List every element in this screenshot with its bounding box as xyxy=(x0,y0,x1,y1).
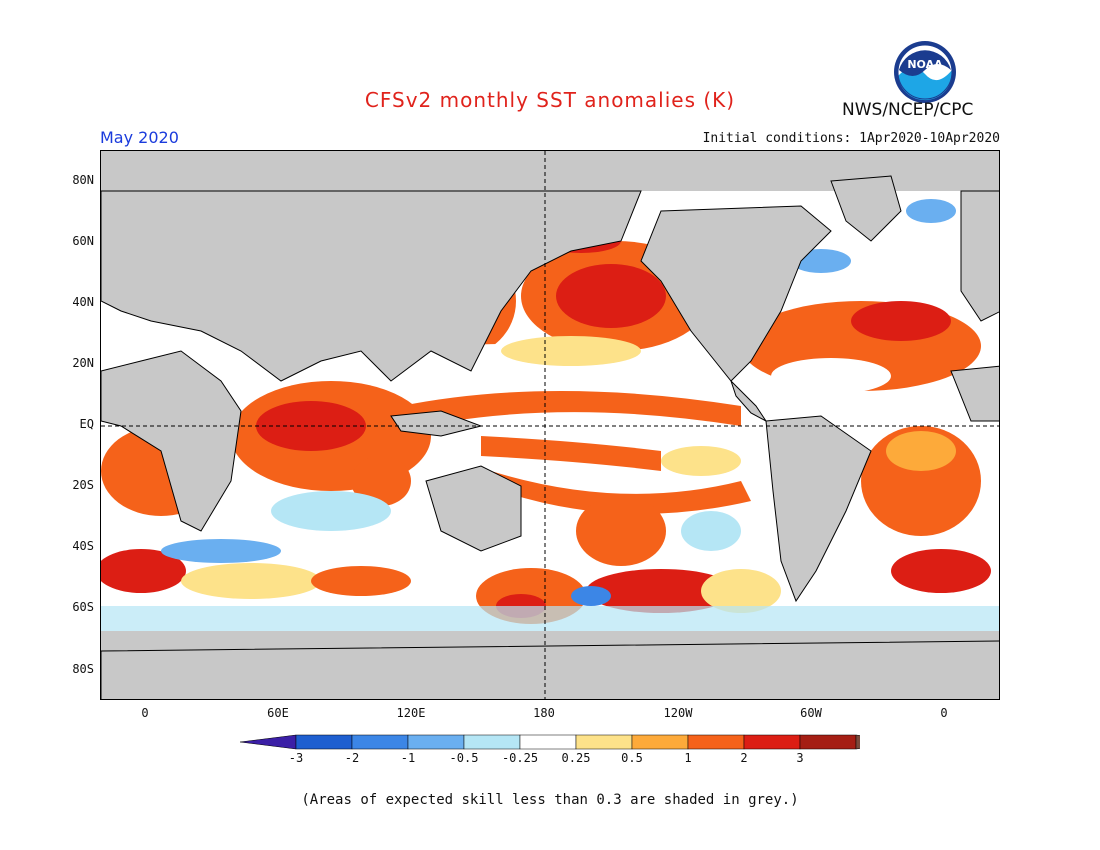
colorbar-label: -1 xyxy=(400,751,416,765)
noaa-logo: NOAA xyxy=(894,41,956,103)
land-masses xyxy=(101,175,999,699)
map-canvas xyxy=(101,151,999,699)
lat-label: EQ xyxy=(79,417,94,431)
colorbar-bin xyxy=(519,734,577,750)
central-america xyxy=(730,380,767,422)
lat-label: 80N xyxy=(72,173,94,187)
initial-conditions: Initial conditions: 1Apr2020-10Apr2020 xyxy=(702,131,1000,146)
lon-label: 0 xyxy=(940,706,948,720)
europe-west xyxy=(960,190,999,322)
colorbar-label: -0.25 xyxy=(501,751,539,765)
lon-label: 0 xyxy=(141,706,149,720)
lat-label: 60N xyxy=(72,234,94,248)
colorbar-bin xyxy=(687,734,745,750)
south-america xyxy=(765,415,872,603)
colorbar-label: 1 xyxy=(684,751,692,765)
north-america xyxy=(640,205,832,382)
lon-label: 120E xyxy=(396,706,426,720)
map-title: CFSv2 monthly SST anomalies (K) xyxy=(364,88,736,112)
australia xyxy=(425,465,522,552)
sst-anomaly-map xyxy=(100,150,1000,700)
colorbar-bin xyxy=(351,734,409,750)
lon-label: 180 xyxy=(533,706,555,720)
colorbar-bin xyxy=(799,734,857,750)
lat-label: 40N xyxy=(72,295,94,309)
skill-footnote: (Areas of expected skill less than 0.3 a… xyxy=(301,792,799,808)
lat-label: 20S xyxy=(72,478,94,492)
africa xyxy=(101,350,242,532)
greenland xyxy=(830,175,902,242)
eurasia xyxy=(101,190,642,382)
colorbar-bin xyxy=(743,734,801,750)
lon-label: 60E xyxy=(267,706,289,720)
colorbar-label: -2 xyxy=(344,751,360,765)
noaa-logo-text: NOAA xyxy=(907,58,943,71)
antarctica xyxy=(101,640,999,699)
lon-label: 120W xyxy=(663,706,693,720)
colorbar xyxy=(240,734,860,750)
lon-label: 60W xyxy=(800,706,822,720)
colorbar-bin xyxy=(575,734,633,750)
indonesia xyxy=(390,410,483,437)
colorbar-arrow-high xyxy=(855,734,860,750)
colorbar-label: 0.5 xyxy=(621,751,643,765)
forecast-month: May 2020 xyxy=(100,128,179,147)
colorbar-label: 3 xyxy=(796,751,804,765)
colorbar-label: 0.25 xyxy=(561,751,591,765)
colorbar-bin xyxy=(463,734,521,750)
colorbar-bin xyxy=(295,734,353,750)
colorbar-label: 2 xyxy=(740,751,748,765)
lat-label: 20N xyxy=(72,356,94,370)
agency-label: NWS/NCEP/CPC xyxy=(842,100,974,120)
lat-label: 80S xyxy=(72,662,94,676)
colorbar-label: -3 xyxy=(288,751,304,765)
colorbar-bin xyxy=(407,734,465,750)
colorbar-arrow-low xyxy=(240,734,297,750)
africa-east xyxy=(950,365,999,422)
colorbar-label: -0.5 xyxy=(449,751,479,765)
lat-label: 60S xyxy=(72,600,94,614)
lat-label: 40S xyxy=(72,539,94,553)
colorbar-bin xyxy=(631,734,689,750)
